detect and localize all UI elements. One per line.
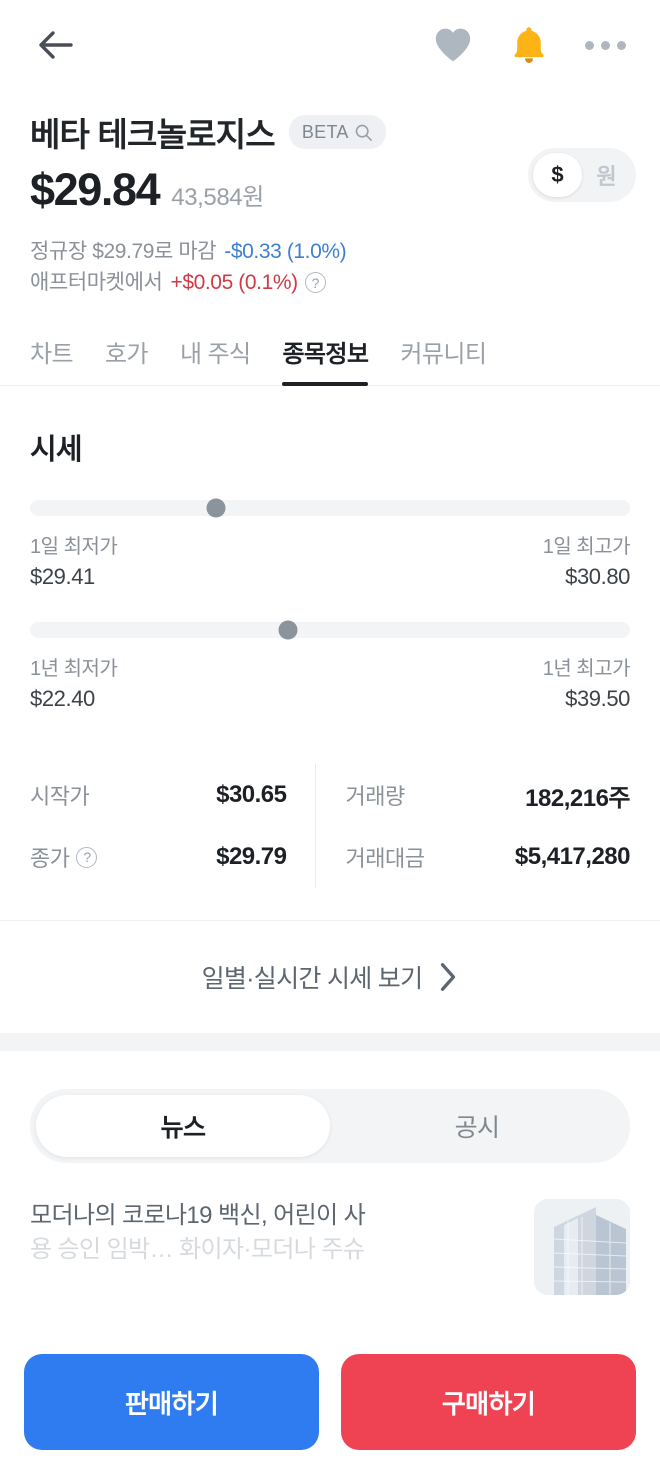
day-range-thumb[interactable] [206, 498, 226, 518]
news-title-line1: 모더나의 코로나19 백신, 어린이 사 [30, 1202, 366, 1230]
year-range-thumb[interactable] [278, 620, 298, 640]
news-text-wrap: 모더나의 코로나19 백신, 어린이 사 용 승인 임박… 화이자·모더나 주슈 [30, 1199, 512, 1295]
year-high-label: 1년 최고가 [542, 658, 631, 681]
tab-orderbook[interactable]: 호가 [104, 341, 149, 369]
day-range-slider[interactable] [30, 498, 630, 518]
price-krw: 43,584원 [171, 184, 264, 211]
quote-section: 시세 1일 최저가 $29.41 1일 최고가 $30.80 [0, 386, 660, 889]
tab-chart[interactable]: 차트 [30, 341, 74, 369]
after-market-prefix: 애프터마켓에서 [30, 271, 163, 295]
price-change-block: 정규장 $29.79로 마감 -$0.33 (1.0%) 애프터마켓에서 +$0… [30, 236, 630, 298]
stat-open-value: $30.65 [216, 781, 287, 809]
year-range-high: 1년 최고가 $39.50 [542, 652, 631, 712]
day-high-label: 1일 최고가 [542, 536, 631, 559]
regular-session-line: 정규장 $29.79로 마감 -$0.33 (1.0%) [30, 236, 630, 267]
chevron-right-icon [441, 963, 456, 992]
day-range-labels: 1일 최저가 $29.41 1일 최고가 $30.80 [30, 530, 631, 590]
segment-disclosure[interactable]: 공시 [454, 1114, 500, 1143]
day-range-high: 1일 최고가 $30.80 [542, 530, 631, 590]
daily-realtime-quote-label: 일별·실시간 시세 보기 [201, 965, 424, 994]
search-icon [355, 124, 372, 141]
day-low-label: 1일 최저가 [30, 536, 118, 559]
news-thumbnail [534, 1199, 630, 1296]
year-range-slider[interactable] [30, 620, 630, 640]
stat-turnover-label: 거래대금 [345, 846, 425, 872]
day-low-value: $29.41 [30, 564, 95, 590]
stat-close-value: $29.79 [216, 843, 287, 871]
year-range-block: 1년 최저가 $22.40 1년 최고가 $39.50 [30, 620, 631, 712]
stat-volume-label: 거래량 [345, 784, 406, 810]
currency-option-krw[interactable]: 원 [596, 164, 617, 189]
stat-turnover: 거래대금 $5,417,280 [346, 826, 631, 888]
bell-icon [514, 27, 544, 63]
currency-toggle[interactable]: $ 원 [528, 148, 636, 202]
regular-session-prefix: 정규장 $29.79로 마감 [30, 240, 217, 263]
more-horizontal-icon [584, 40, 626, 50]
news-segment-wrap: 뉴스 공시 [0, 1051, 660, 1164]
daily-realtime-quote-link[interactable]: 일별·실시간 시세 보기 [0, 921, 660, 1033]
section-spacer-band [0, 1033, 660, 1052]
stat-close-label-wrap: 종가 ? [30, 841, 98, 873]
question-circle-icon[interactable]: ? [304, 272, 326, 294]
close-help-icon[interactable]: ? [76, 846, 98, 868]
after-market-change: +$0.05 (0.1%) [170, 271, 298, 295]
section-tabs: 차트 호가 내 주식 종목정보 커뮤니티 [0, 298, 660, 387]
stat-turnover-value: $5,417,280 [514, 843, 631, 871]
regular-session-change: -$0.33 (1.0%) [224, 240, 347, 263]
beta-badge[interactable]: BETA [288, 115, 386, 149]
year-range-low: 1년 최저가 $22.40 [30, 652, 118, 712]
tab-stock-info[interactable]: 종목정보 [282, 334, 369, 387]
year-low-value: $22.40 [30, 686, 95, 712]
day-range-block: 1일 최저가 $29.41 1일 최고가 $30.80 [30, 498, 631, 590]
stats-grid: 시작가 $30.65 종가 ? $29.79 거래량 182,216주 [30, 764, 631, 889]
top-navigation-bar [0, 0, 660, 90]
stock-title-row: 베타 테크놀로지스 BETA [30, 108, 630, 156]
favorite-button[interactable] [424, 16, 482, 74]
notification-button[interactable] [500, 16, 558, 74]
day-high-value: $30.80 [565, 564, 630, 590]
stock-name: 베타 테크놀로지스 [30, 116, 276, 153]
stat-volume-value: 182,216주 [525, 784, 630, 812]
news-segmented-control[interactable]: 뉴스 공시 [30, 1089, 630, 1164]
stat-open: 시작가 $30.65 [30, 764, 315, 826]
stats-column-right: 거래량 182,216주 거래대금 $5,417,280 [314, 764, 631, 889]
stat-close: 종가 ? $29.79 [30, 826, 315, 888]
after-market-line: 애프터마켓에서 +$0.05 (0.1%) ? [30, 267, 630, 298]
news-title-line2: 용 승인 임박… 화이자·모더나 주슈 [30, 1236, 365, 1264]
segment-news[interactable]: 뉴스 [36, 1095, 330, 1158]
year-low-label: 1년 최저가 [30, 658, 118, 681]
sell-button[interactable]: 판매하기 [24, 1354, 319, 1450]
stat-close-label: 종가 [30, 846, 70, 872]
heart-icon [435, 28, 471, 62]
currency-option-usd[interactable]: $ [533, 153, 582, 197]
more-options-button[interactable] [576, 16, 634, 74]
stock-header: 베타 테크놀로지스 BETA $29.84 43,584원 $ 원 정규장 $2… [0, 90, 660, 298]
year-range-labels: 1년 최저가 $22.40 1년 최고가 $39.50 [30, 652, 631, 712]
section-divider [0, 920, 660, 922]
stats-column-left: 시작가 $30.65 종가 ? $29.79 [30, 764, 315, 888]
stat-volume: 거래량 182,216주 [346, 764, 631, 826]
news-title: 모더나의 코로나19 백신, 어린이 사 용 승인 임박… 화이자·모더나 주슈 [30, 1199, 512, 1267]
price-usd: $29.84 [30, 164, 161, 215]
beta-badge-label: BETA [301, 121, 349, 142]
year-high-value: $39.50 [565, 686, 630, 712]
buy-button[interactable]: 구매하기 [341, 1354, 636, 1450]
building-photo-icon [534, 1199, 630, 1296]
stat-open-label: 시작가 [30, 784, 90, 810]
quote-section-title: 시세 [30, 434, 83, 467]
arrow-left-icon [39, 31, 73, 59]
bottom-action-bar: 판매하기 구매하기 [0, 1344, 660, 1470]
back-button[interactable] [30, 19, 82, 71]
tab-community[interactable]: 커뮤니티 [400, 341, 487, 369]
news-list-item[interactable]: 모더나의 코로나19 백신, 어린이 사 용 승인 임박… 화이자·모더나 주슈 [0, 1163, 660, 1296]
tab-my-stock[interactable]: 내 주식 [179, 341, 251, 369]
price-row: $29.84 43,584원 $ 원 [30, 148, 636, 216]
day-range-low: 1일 최저가 $29.41 [30, 530, 118, 590]
